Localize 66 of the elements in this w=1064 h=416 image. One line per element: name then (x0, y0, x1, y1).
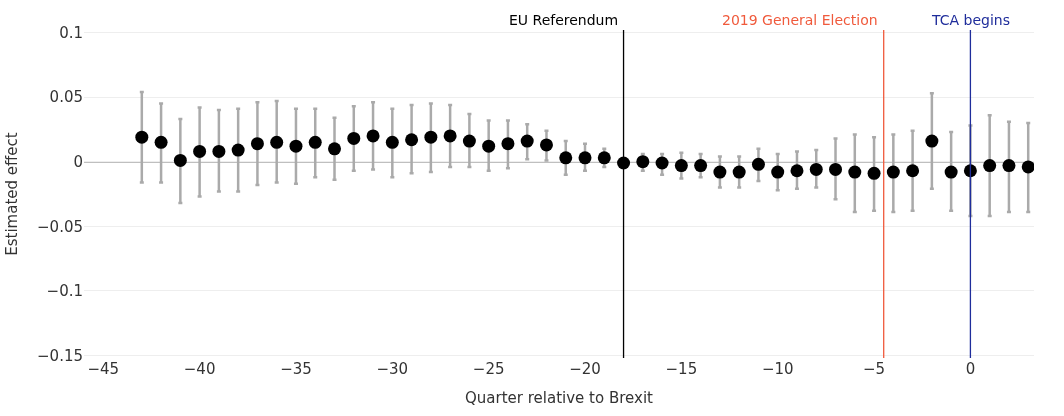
point (751, 157, 765, 171)
point (829, 162, 843, 176)
x-tick-label: −40 (183, 360, 216, 378)
point (906, 164, 920, 178)
ref-line-label: TCA begins (931, 12, 1010, 28)
x-tick-label: −20 (569, 360, 601, 378)
x-axis-title: Quarter relative to Brexit (465, 389, 654, 407)
point (347, 131, 361, 145)
point (231, 143, 245, 157)
point (578, 151, 592, 165)
point (713, 165, 727, 179)
point (732, 165, 746, 179)
x-tick-label: 0 (965, 360, 976, 378)
point (809, 162, 823, 176)
point (328, 142, 342, 156)
point (539, 138, 553, 152)
point (886, 165, 900, 179)
x-tick-label: −15 (665, 360, 698, 378)
y-tick-label: −0.05 (37, 217, 83, 236)
point (270, 135, 284, 149)
point (848, 165, 862, 179)
point (385, 135, 399, 149)
point (366, 129, 380, 143)
point (443, 129, 457, 143)
point (135, 130, 149, 144)
y-tick-label: −0.1 (46, 282, 83, 301)
x-tick-label: −45 (87, 360, 120, 378)
point (289, 139, 303, 153)
point (424, 130, 438, 144)
x-tick-label: −25 (472, 360, 505, 378)
point (250, 137, 264, 151)
y-tick-label: 0.1 (59, 23, 83, 42)
point (482, 139, 496, 153)
point (154, 135, 168, 149)
point (559, 151, 573, 165)
point (501, 137, 515, 151)
point (462, 134, 476, 148)
point (867, 166, 881, 180)
x-tick-label: −35 (280, 360, 312, 378)
point (173, 153, 187, 167)
point (694, 159, 708, 173)
point (983, 159, 997, 173)
point (674, 159, 688, 173)
point (771, 165, 785, 179)
point (597, 151, 611, 165)
x-tick-label: −5 (863, 360, 886, 378)
y-tick-label: 0 (73, 152, 83, 171)
point (1021, 160, 1034, 174)
point (520, 134, 534, 148)
point (944, 165, 958, 179)
ref-line-label: EU Referendum (509, 12, 619, 28)
point (790, 164, 804, 178)
y-axis-title: Estimated effect (3, 132, 22, 256)
point (193, 144, 207, 158)
point (308, 135, 322, 149)
point (405, 133, 419, 147)
x-tick-label: −10 (761, 360, 794, 378)
ref-line-label: 2019 General Election (722, 12, 878, 28)
point (212, 144, 226, 158)
y-tick-label: −0.15 (37, 346, 83, 365)
point (1002, 159, 1016, 173)
point (617, 156, 631, 170)
point (925, 134, 939, 148)
point (655, 156, 669, 170)
y-tick-label: 0.05 (49, 88, 83, 107)
x-tick-label: −30 (376, 360, 409, 378)
